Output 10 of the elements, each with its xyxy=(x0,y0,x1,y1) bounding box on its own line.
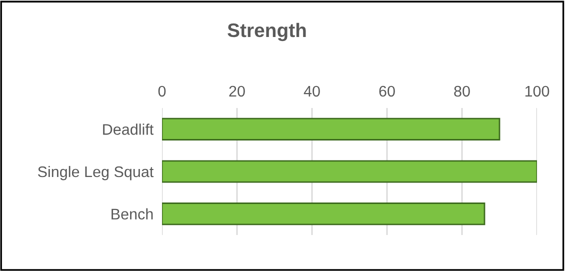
x-tick-label: 0 xyxy=(158,86,166,97)
chart-title: Strength xyxy=(228,22,306,42)
x-tick-label: 80 xyxy=(454,86,470,97)
x-tick-label: 100 xyxy=(525,86,550,97)
y-tick-label: Deadlift xyxy=(103,124,154,135)
y-tick-label: Bench xyxy=(112,208,153,220)
y-tick-label: Single Leg Squat xyxy=(38,166,154,180)
x-tick-label: 40 xyxy=(304,86,320,97)
x-tick-label: 60 xyxy=(379,86,395,97)
x-tick-label: 20 xyxy=(229,86,245,97)
